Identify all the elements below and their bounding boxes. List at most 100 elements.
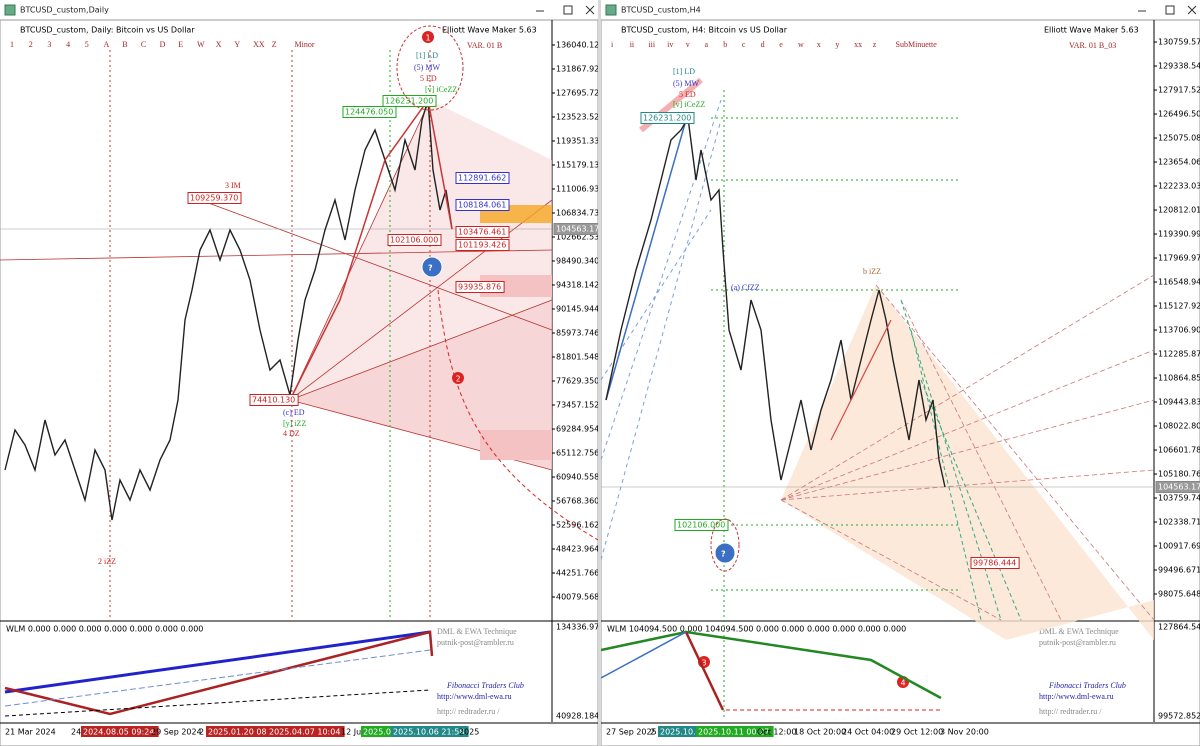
- fib-line: [780, 399, 1155, 501]
- wave-button[interactable]: E: [178, 40, 183, 49]
- marker-label: 2: [455, 375, 460, 384]
- price-axis-label: 103759.740: [1158, 494, 1200, 503]
- price-box: [970, 557, 1020, 569]
- sub-axis-label: 134336.971: [556, 623, 598, 632]
- price-box-label: 109259.370: [190, 194, 238, 203]
- wave-button[interactable]: iv: [667, 40, 673, 49]
- blue-line: [605, 119, 687, 401]
- price-axis-label: 85973.746: [556, 329, 598, 338]
- close-btn[interactable]: [585, 5, 595, 15]
- question-icon: [714, 542, 736, 564]
- price-box: [455, 199, 510, 211]
- wave-button[interactable]: XX: [253, 40, 265, 49]
- max-btn[interactable]: [563, 5, 573, 15]
- fib-zone: [290, 300, 552, 470]
- wave-button[interactable]: 1: [10, 40, 14, 49]
- wave-button[interactable]: Minor: [295, 40, 315, 49]
- price-axis-label: 98075.648: [1158, 590, 1200, 599]
- price-axis-label: 40079.568: [556, 593, 598, 602]
- wave-label: (5) MW: [414, 63, 440, 72]
- wave-button[interactable]: Z: [272, 40, 277, 49]
- price-axis-label: 100917.694: [1158, 542, 1200, 551]
- price-box-label: 102106.000: [390, 236, 438, 245]
- wave-label: 4 DZ: [283, 429, 300, 438]
- wave-button[interactable]: c: [742, 40, 746, 49]
- wave-button[interactable]: X: [216, 40, 222, 49]
- wave-button[interactable]: 2: [29, 40, 33, 49]
- max-btn[interactable]: [1165, 5, 1175, 15]
- price-axis-label: 106601.786: [1158, 446, 1200, 455]
- credit: putnik-post@rambler.ru: [437, 638, 514, 647]
- price-axis-label: 129338.548: [1158, 62, 1200, 71]
- wave-button[interactable]: d: [761, 40, 765, 49]
- price-axis-label: 112285.878: [1158, 350, 1200, 359]
- date-label: 29 Oct 12:00: [891, 728, 943, 737]
- arrow: [437, 289, 598, 541]
- wlm-blue: [601, 631, 687, 679]
- price-axis-label: 136040.122: [556, 41, 598, 50]
- date-box: [696, 726, 774, 737]
- price-axis-label: 109443.832: [1158, 398, 1200, 407]
- wave-button[interactable]: A: [104, 40, 110, 49]
- wlm-dash: [4, 689, 431, 717]
- price-box-label: 103476.461: [458, 228, 506, 237]
- wave-button[interactable]: w: [798, 40, 804, 49]
- wave-button[interactable]: Y: [234, 40, 240, 49]
- wave-button[interactable]: x: [817, 40, 821, 49]
- close-btn[interactable]: [1187, 5, 1197, 15]
- wave-button[interactable]: i: [611, 40, 614, 49]
- price-box-label: 93935.876: [458, 283, 501, 292]
- wave-label: 5 ED: [420, 74, 437, 83]
- price-axis-label: 106834.736: [556, 209, 598, 218]
- wave-button[interactable]: 5: [85, 40, 89, 49]
- price-box: [553, 223, 598, 235]
- wave-button[interactable]: e: [779, 40, 783, 49]
- date-box: [206, 726, 284, 737]
- price-axis-label: 120812.016: [1158, 206, 1200, 215]
- price-box-label: 104563.170: [556, 225, 598, 234]
- wave-button[interactable]: D: [160, 40, 166, 49]
- wave-button[interactable]: B: [122, 40, 127, 49]
- date-label: 2025.01.20 08:56: [208, 728, 279, 737]
- wave-button[interactable]: a: [705, 40, 709, 49]
- price-axis-label: 108022.809: [1158, 422, 1200, 431]
- date-label: 2025.10.11 00:27: [698, 728, 769, 737]
- indicator: Elliott Wave Maker 5.63: [442, 26, 537, 35]
- date-box: [81, 726, 159, 737]
- wave-button[interactable]: 3: [47, 40, 51, 49]
- price-axis-label: 116548.947: [1158, 278, 1200, 287]
- wave-button[interactable]: W: [197, 40, 205, 49]
- wave-button[interactable]: z: [873, 40, 877, 49]
- credit: DML & EWA Technique: [1039, 627, 1119, 636]
- price-axis-label: 123654.062: [1158, 158, 1200, 167]
- wave-button[interactable]: v: [686, 40, 690, 49]
- credit: http://www.dml-ewa.ru: [437, 692, 512, 701]
- wave-button[interactable]: b: [723, 40, 727, 49]
- wave-button[interactable]: SubMinuette: [896, 40, 938, 49]
- question-icon: [421, 256, 443, 278]
- price-box-label: 74410.130: [252, 396, 295, 405]
- date-label: 2025.10.06 21:58: [393, 728, 464, 737]
- wave-button[interactable]: C: [141, 40, 146, 49]
- fib-line: [900, 299, 1062, 621]
- wave-button[interactable]: xx: [854, 40, 862, 49]
- price-axis-label: 123523.528: [556, 113, 598, 122]
- wave-button[interactable]: iii: [648, 40, 655, 49]
- price-box-label: 112891.662: [458, 174, 506, 183]
- date-label: 2025.10.06: [660, 728, 706, 737]
- chart-icon: [605, 4, 617, 16]
- date-label: Oct 12:00: [757, 728, 796, 737]
- price-axis-label: 115127.924: [1158, 302, 1200, 311]
- wave-button[interactable]: ii: [630, 40, 635, 49]
- marker-label: 4: [900, 679, 905, 688]
- price-axis-label: 65112.756: [556, 449, 598, 458]
- price-box: [674, 519, 729, 531]
- price-axis-label: 48423.964: [556, 545, 598, 554]
- wave-button[interactable]: y: [835, 40, 839, 49]
- price-axis-label: 77629.350: [556, 377, 598, 386]
- price-axis-label: 113706.901: [1158, 326, 1200, 335]
- wave-label: [v] iCeZZ: [425, 85, 457, 94]
- wave-button[interactable]: 4: [66, 40, 70, 49]
- wave-label: [1] LD: [416, 51, 438, 60]
